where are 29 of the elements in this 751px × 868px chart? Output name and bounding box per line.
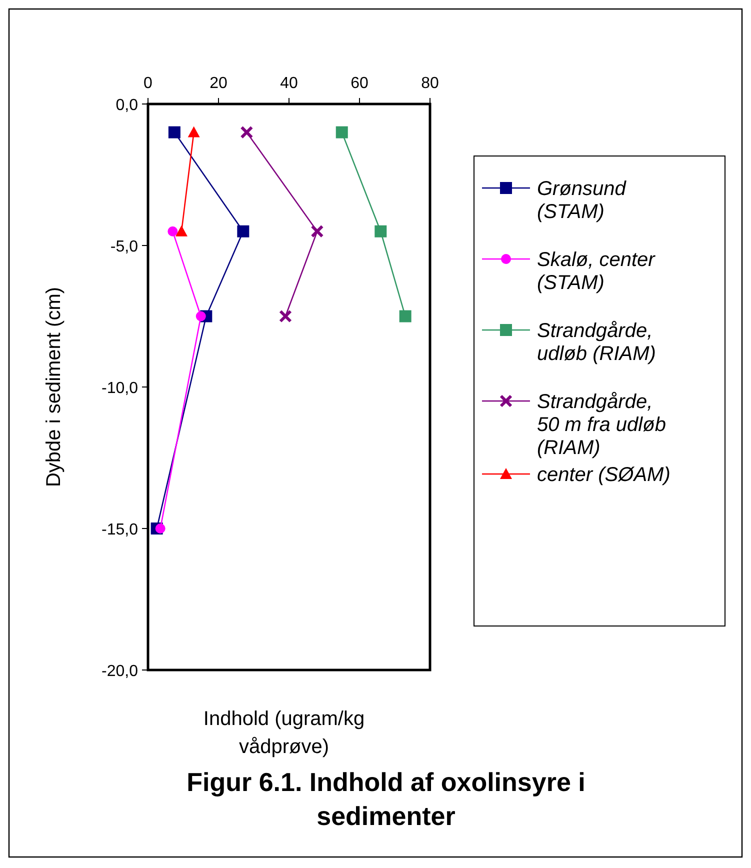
point xyxy=(374,225,387,238)
x-tick-label: 20 xyxy=(210,75,228,92)
legend-label: center (SØAM) xyxy=(537,464,670,486)
y-tick-label: 0,0 xyxy=(116,97,138,114)
legend-label: Strandgårde, udløb (RIAM) xyxy=(537,320,656,365)
y-tick-label: -10,0 xyxy=(102,380,138,397)
point xyxy=(237,225,250,238)
point xyxy=(196,311,206,322)
y-tick-label: -20,0 xyxy=(102,663,138,680)
x-tick-label: 80 xyxy=(421,75,439,92)
point xyxy=(278,310,292,323)
x-tick-label: 0 xyxy=(144,75,153,92)
point xyxy=(336,126,348,138)
x-tick-label: 60 xyxy=(350,75,368,92)
x-axis-title: Indhold (ugram/kg vådprøve) xyxy=(203,708,365,758)
y-axis-title: Dybde i sediment (cm) xyxy=(43,286,65,488)
legend-label: Skalø, center (STAM) xyxy=(537,249,656,294)
x-tick-label: 40 xyxy=(280,75,298,92)
legend-label: Grønsund (STAM) xyxy=(537,178,627,223)
y-tick-label: -15,0 xyxy=(102,522,138,538)
legend-label: Strandgårde, 50 m fra udløb (RIAM) xyxy=(537,391,666,459)
text: Figur 6.1. Indhold af oxolinsyre i sedimenter xyxy=(186,767,586,831)
point xyxy=(168,126,180,138)
point xyxy=(168,226,178,236)
point xyxy=(310,224,324,238)
point xyxy=(240,126,254,139)
y-tick-label: -5,0 xyxy=(110,238,138,256)
point xyxy=(399,310,412,322)
point xyxy=(155,524,166,534)
